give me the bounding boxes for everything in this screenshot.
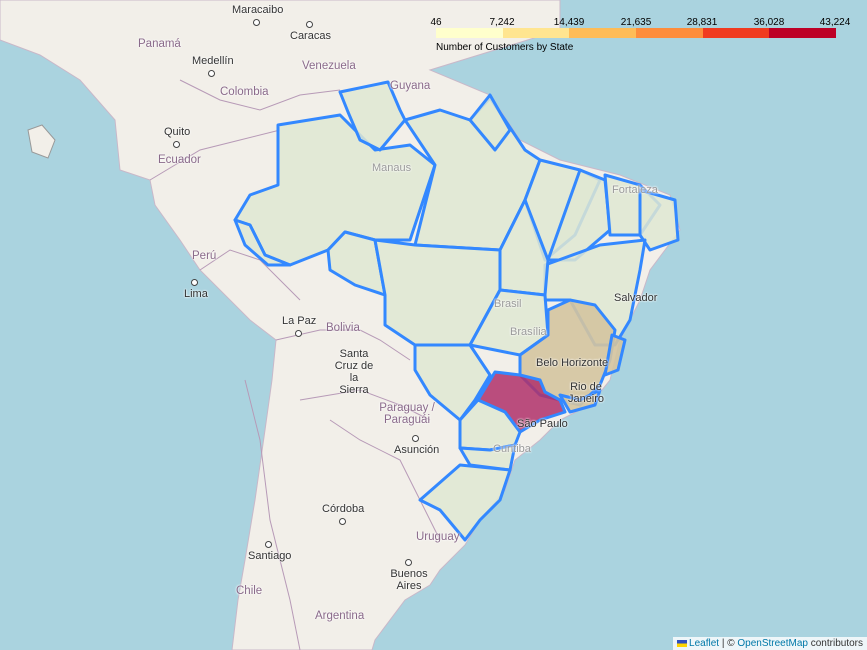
label-brasil: Brasil: [494, 298, 522, 310]
state-espirito-santo: [603, 333, 627, 377]
label-belo-horizonte: Belo Horizonte: [536, 357, 609, 369]
label-venezuela: Venezuela: [302, 60, 356, 72]
label-manaus: Manaus: [372, 162, 412, 174]
label-argentina: Argentina: [315, 610, 365, 622]
label-fortaleza: Fortaleza: [612, 184, 658, 196]
state-roraima: [338, 80, 407, 152]
legend-tick: 7,242: [489, 17, 515, 28]
label-colombia: Colombia: [220, 86, 269, 98]
label-lima: Lima: [184, 276, 208, 300]
attribution-separator: | ©: [721, 638, 735, 649]
legend-tick: 28,831: [686, 17, 718, 28]
legend-tick: 46: [430, 17, 442, 28]
legend-swatch: [502, 28, 570, 38]
label-maracaibo: Maracaibo: [232, 4, 283, 28]
state-bahia: [543, 238, 647, 347]
label-ecuador: Ecuador: [158, 154, 201, 166]
label-cordoba: Córdoba: [322, 503, 364, 527]
state-amapa: [468, 93, 512, 152]
choropleth-legend: 46 7,242 14,439 21,635 28,831 36,028 43,…: [430, 14, 850, 58]
osm-link[interactable]: OpenStreetMap: [737, 638, 808, 649]
label-caracas: Caracas: [290, 18, 331, 42]
legend-swatch: [769, 28, 837, 38]
label-la-paz: La Paz: [282, 315, 316, 339]
legend-swatch: [436, 28, 503, 38]
label-panama: Panamá: [138, 38, 181, 50]
state-acre: [233, 218, 292, 267]
label-chile: Chile: [236, 585, 263, 597]
state-northeast-coast: [638, 188, 680, 252]
country-borders: [149, 79, 441, 650]
legend-caption: Number of Customers by State: [436, 42, 574, 53]
ukraine-flag-icon: [677, 639, 688, 647]
legend-tick: 36,028: [753, 17, 785, 28]
state-santa-catarina: [458, 443, 517, 472]
legend-tick: 14,439: [553, 17, 585, 28]
attribution-contributors: contributors: [810, 638, 863, 649]
galapagos-island: [27, 124, 56, 159]
label-brasilia: Brasília: [510, 326, 547, 338]
legend-swatch: [636, 28, 703, 38]
state-rio-de-janeiro: [558, 388, 602, 414]
label-quito: Quito: [164, 126, 190, 150]
label-peru: Perú: [192, 250, 217, 262]
label-santa-cruz: Santa Cruz de la Sierra: [334, 348, 374, 396]
label-buenos-aires: Buenos Aires: [390, 556, 428, 592]
legend-swatch: [569, 28, 637, 38]
label-rio-de-janeiro: Rio de Janeiro: [567, 381, 605, 405]
legend-color-bar: [436, 28, 837, 38]
label-medellin: Medellín: [192, 55, 234, 79]
label-uruguay: Uruguay: [416, 531, 460, 543]
legend-tick: 43,224: [819, 17, 851, 28]
state-piaui: [546, 168, 612, 262]
label-santiago: Santiago: [248, 538, 291, 562]
label-asuncion: Asunción: [394, 432, 439, 456]
label-salvador: Salvador: [614, 292, 658, 304]
state-rio-grande-do-sul: [418, 463, 512, 542]
leaflet-link[interactable]: Leaflet: [689, 638, 720, 649]
label-paraguay: Paraguay / Paraguái: [379, 402, 435, 426]
legend-tick: 21,635: [620, 17, 652, 28]
legend-swatch: [702, 28, 770, 38]
label-curitiba: Curitiba: [493, 443, 531, 455]
label-sao-paulo: São Paulo: [517, 418, 568, 430]
attribution: Leaflet | © OpenStreetMap contributors: [673, 637, 867, 650]
label-bolivia: Bolivia: [326, 322, 360, 334]
label-guyana: Guyana: [390, 80, 431, 92]
brazil-states: [233, 80, 680, 542]
